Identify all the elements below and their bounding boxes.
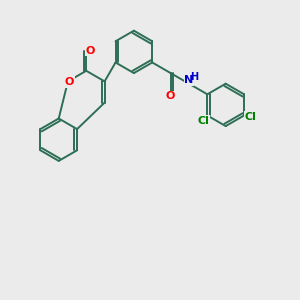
Text: Cl: Cl [244, 112, 256, 122]
Text: H: H [190, 72, 198, 82]
Text: Cl: Cl [198, 116, 210, 126]
Text: O: O [165, 91, 175, 101]
Text: O: O [65, 77, 74, 87]
Text: O: O [85, 46, 94, 56]
Text: N: N [184, 75, 194, 85]
